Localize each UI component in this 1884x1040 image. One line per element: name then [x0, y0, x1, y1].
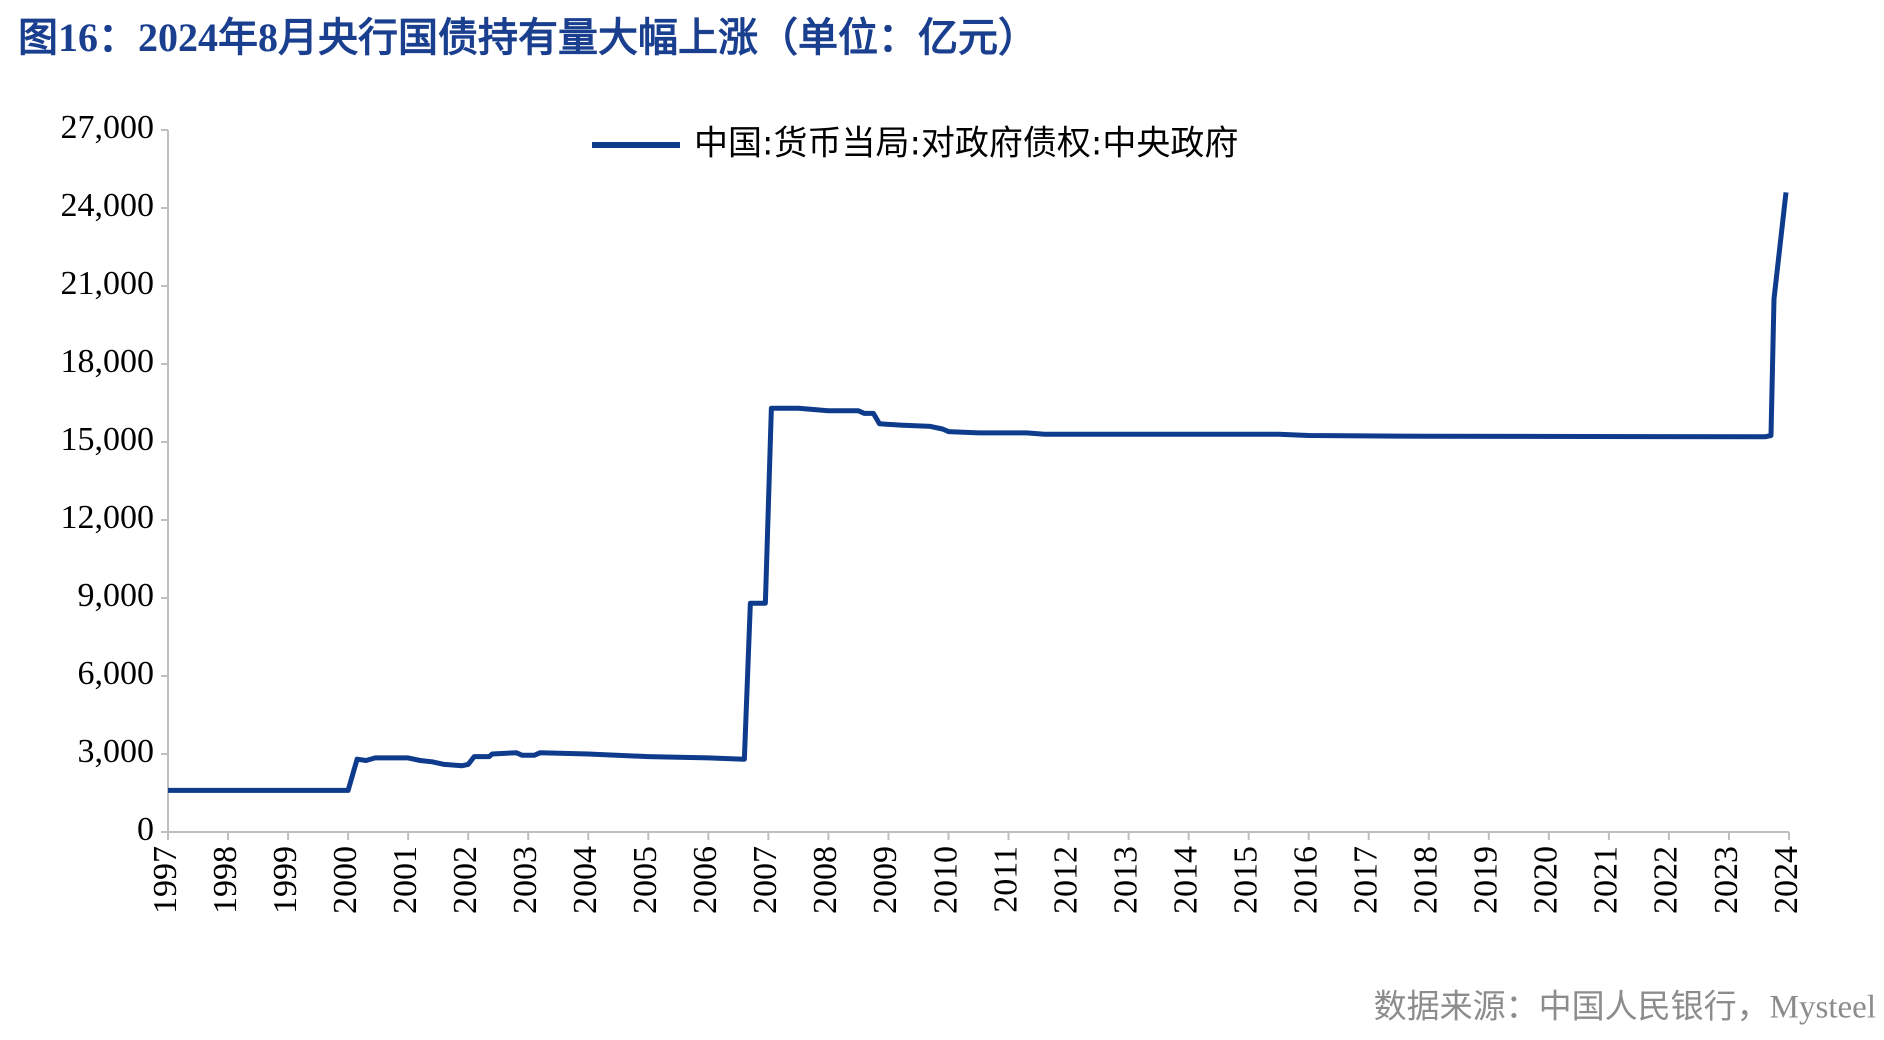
- x-tick-label: 2003: [507, 846, 544, 914]
- x-tick-label: 2015: [1227, 846, 1264, 914]
- y-tick-label: 15,000: [61, 421, 155, 458]
- y-tick-label: 21,000: [61, 265, 155, 302]
- x-tick-label: 1999: [267, 846, 304, 914]
- x-tick-label: 2014: [1167, 846, 1204, 914]
- x-tick-label: 2012: [1047, 846, 1084, 914]
- y-tick-label: 12,000: [61, 499, 155, 536]
- x-tick-label: 2011: [987, 846, 1024, 913]
- x-tick-label: 2002: [447, 846, 484, 914]
- x-tick-label: 2020: [1528, 846, 1565, 914]
- chart-title: 图16：2024年8月央行国债持有量大幅上涨（单位：亿元）: [18, 15, 1038, 60]
- data-line: [168, 192, 1789, 793]
- x-tick-label: 2023: [1708, 846, 1745, 914]
- y-tick-label: 9,000: [78, 577, 155, 614]
- y-tick-label: 27,000: [61, 109, 155, 146]
- x-tick-label: 2017: [1348, 846, 1385, 914]
- x-tick-label: 2013: [1107, 846, 1144, 914]
- x-tick-label: 2021: [1588, 846, 1625, 914]
- y-tick-label: 3,000: [78, 733, 155, 770]
- source-note: 数据来源：中国人民银行，Mysteel: [1374, 989, 1876, 1026]
- x-tick-label: 2008: [807, 846, 844, 914]
- x-tick-label: 2006: [687, 846, 724, 914]
- x-tick-label: 2001: [387, 846, 424, 914]
- x-tick-label: 2019: [1468, 846, 1505, 914]
- x-tick-label: 2016: [1288, 846, 1325, 914]
- x-tick-label: 2024: [1768, 846, 1805, 914]
- x-tick-label: 2000: [327, 846, 364, 914]
- x-tick-label: 2007: [747, 846, 784, 914]
- x-tick-label: 2010: [927, 846, 964, 914]
- y-tick-label: 0: [137, 811, 154, 848]
- legend-label: 中国:货币当局:对政府债权:中央政府: [694, 124, 1238, 164]
- x-tick-label: 2022: [1648, 846, 1685, 914]
- x-tick-label: 1998: [207, 846, 244, 914]
- x-tick-label: 2005: [627, 846, 664, 914]
- y-tick-label: 6,000: [78, 655, 155, 692]
- x-tick-label: 2018: [1408, 846, 1445, 914]
- y-tick-label: 24,000: [61, 187, 155, 224]
- x-tick-label: 2004: [567, 846, 604, 914]
- x-tick-label: 2009: [867, 846, 904, 914]
- y-tick-label: 18,000: [61, 343, 155, 380]
- x-tick-label: 1997: [147, 846, 184, 914]
